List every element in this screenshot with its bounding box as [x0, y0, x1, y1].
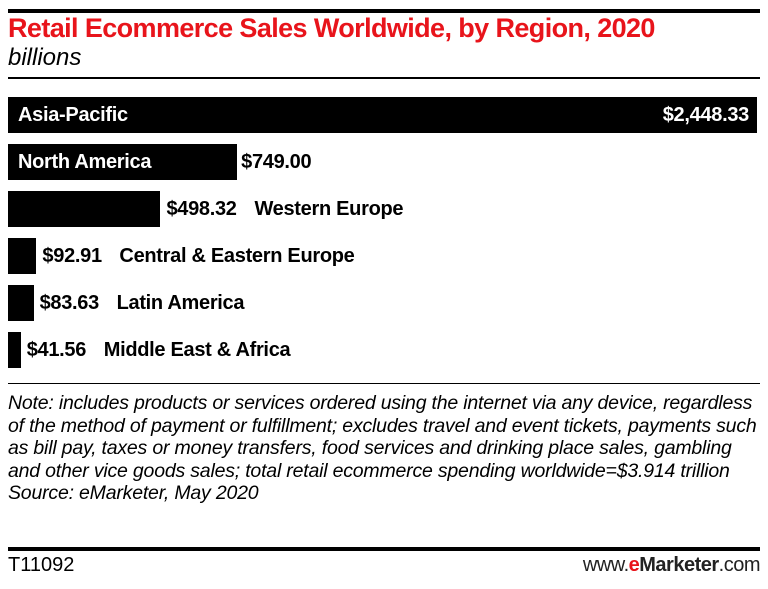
note-block: Note: includes products or services orde… — [8, 392, 760, 505]
note-text: Note: includes products or services orde… — [8, 392, 757, 482]
category-label: Asia-Pacific — [18, 104, 128, 126]
top-rule — [8, 9, 760, 13]
bar-3 — [8, 238, 37, 274]
chart-subtitle: billions — [8, 44, 82, 71]
category-label: Latin America — [116, 292, 245, 314]
bar-5 — [8, 332, 21, 368]
bar-0 — [8, 97, 757, 133]
emarketer-logo: www.eMarketer.com — [582, 554, 761, 577]
bar-4 — [8, 285, 34, 321]
source-text: Source: eMarketer, May 2020 — [8, 482, 259, 504]
logo-e: e — [628, 554, 640, 576]
value-label: $749.00 — [241, 151, 312, 173]
bar-1 — [8, 144, 238, 180]
category-label: Western Europe — [254, 198, 404, 220]
header-rule — [8, 77, 760, 79]
chart-code: T11092 — [8, 554, 75, 576]
category-label: North America — [18, 151, 152, 173]
category-label: Central & Eastern Europe — [119, 245, 355, 267]
logo-suffix: .com — [718, 554, 761, 576]
value-label: $83.63 — [39, 292, 100, 314]
logo-prefix: www. — [582, 554, 629, 576]
logo-brand: Marketer — [639, 554, 719, 576]
chart-title: Retail Ecommerce Sales Worldwide, by Reg… — [8, 13, 655, 43]
chart-bottom-rule — [8, 383, 760, 384]
value-label: $92.91 — [42, 245, 102, 267]
footer-rule — [8, 547, 760, 551]
value-label: $498.32 — [166, 198, 237, 220]
bar-chart: $2,448.33 Asia-Pacific $749.00 North Americ… — [0, 90, 768, 380]
bar-2 — [8, 191, 161, 227]
value-label: $2,448.33 — [662, 104, 750, 126]
value-label: $41.56 — [26, 339, 87, 361]
category-label: Middle East & Africa — [103, 339, 291, 361]
